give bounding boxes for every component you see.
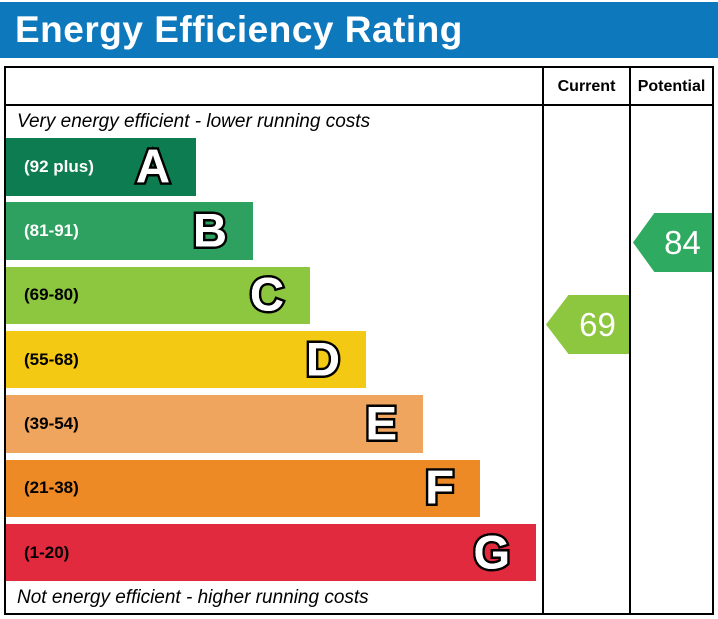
band-d-range-label: (55-68) <box>24 349 79 369</box>
band-f-letter: F <box>425 464 454 511</box>
potential-rating-value: 84 <box>664 224 701 261</box>
band-e: (39-54) E <box>6 395 423 453</box>
column-header-current: Current <box>557 78 616 95</box>
band-d: (55-68) D <box>6 330 366 389</box>
note-very-efficient: Very energy efficient - lower running co… <box>17 111 371 132</box>
band-e-letter: E <box>366 399 398 446</box>
band-b-letter: B <box>193 207 227 254</box>
band-b: (81-91) B <box>6 202 253 260</box>
band-c-range-label: (69-80) <box>24 285 79 305</box>
page-title: Energy Efficiency Rating <box>15 9 463 50</box>
current-rating-arrow: 69 <box>546 295 629 354</box>
band-g-letter: G <box>473 528 510 575</box>
band-a-letter: A <box>136 142 170 189</box>
band-f-range-label: (21-38) <box>24 478 79 498</box>
current-column-divider <box>542 68 544 613</box>
band-c-letter: C <box>250 271 284 318</box>
band-e-range-label: (39-54) <box>24 413 79 433</box>
band-d-letter: D <box>306 335 340 382</box>
title-bar: Energy Efficiency Rating <box>0 2 718 58</box>
current-rating-value: 69 <box>579 306 616 343</box>
band-g-range-label: (1-20) <box>24 542 70 562</box>
band-a-range-label: (92 plus) <box>24 156 94 176</box>
epc-rating-table: Current Potential Very energy efficient … <box>4 66 714 615</box>
band-c: (69-80) C <box>6 266 310 325</box>
potential-rating-arrow: 84 <box>633 213 712 272</box>
column-header-potential: Potential <box>637 78 706 95</box>
potential-column-divider <box>629 68 631 613</box>
band-b-range-label: (81-91) <box>24 221 79 241</box>
band-f: (21-38) F <box>6 459 480 517</box>
note-not-efficient: Not energy efficient - higher running co… <box>17 587 369 608</box>
band-g: (1-20) G <box>6 523 536 582</box>
band-a: (92 plus) A <box>6 138 196 196</box>
header-row-divider <box>6 104 712 106</box>
